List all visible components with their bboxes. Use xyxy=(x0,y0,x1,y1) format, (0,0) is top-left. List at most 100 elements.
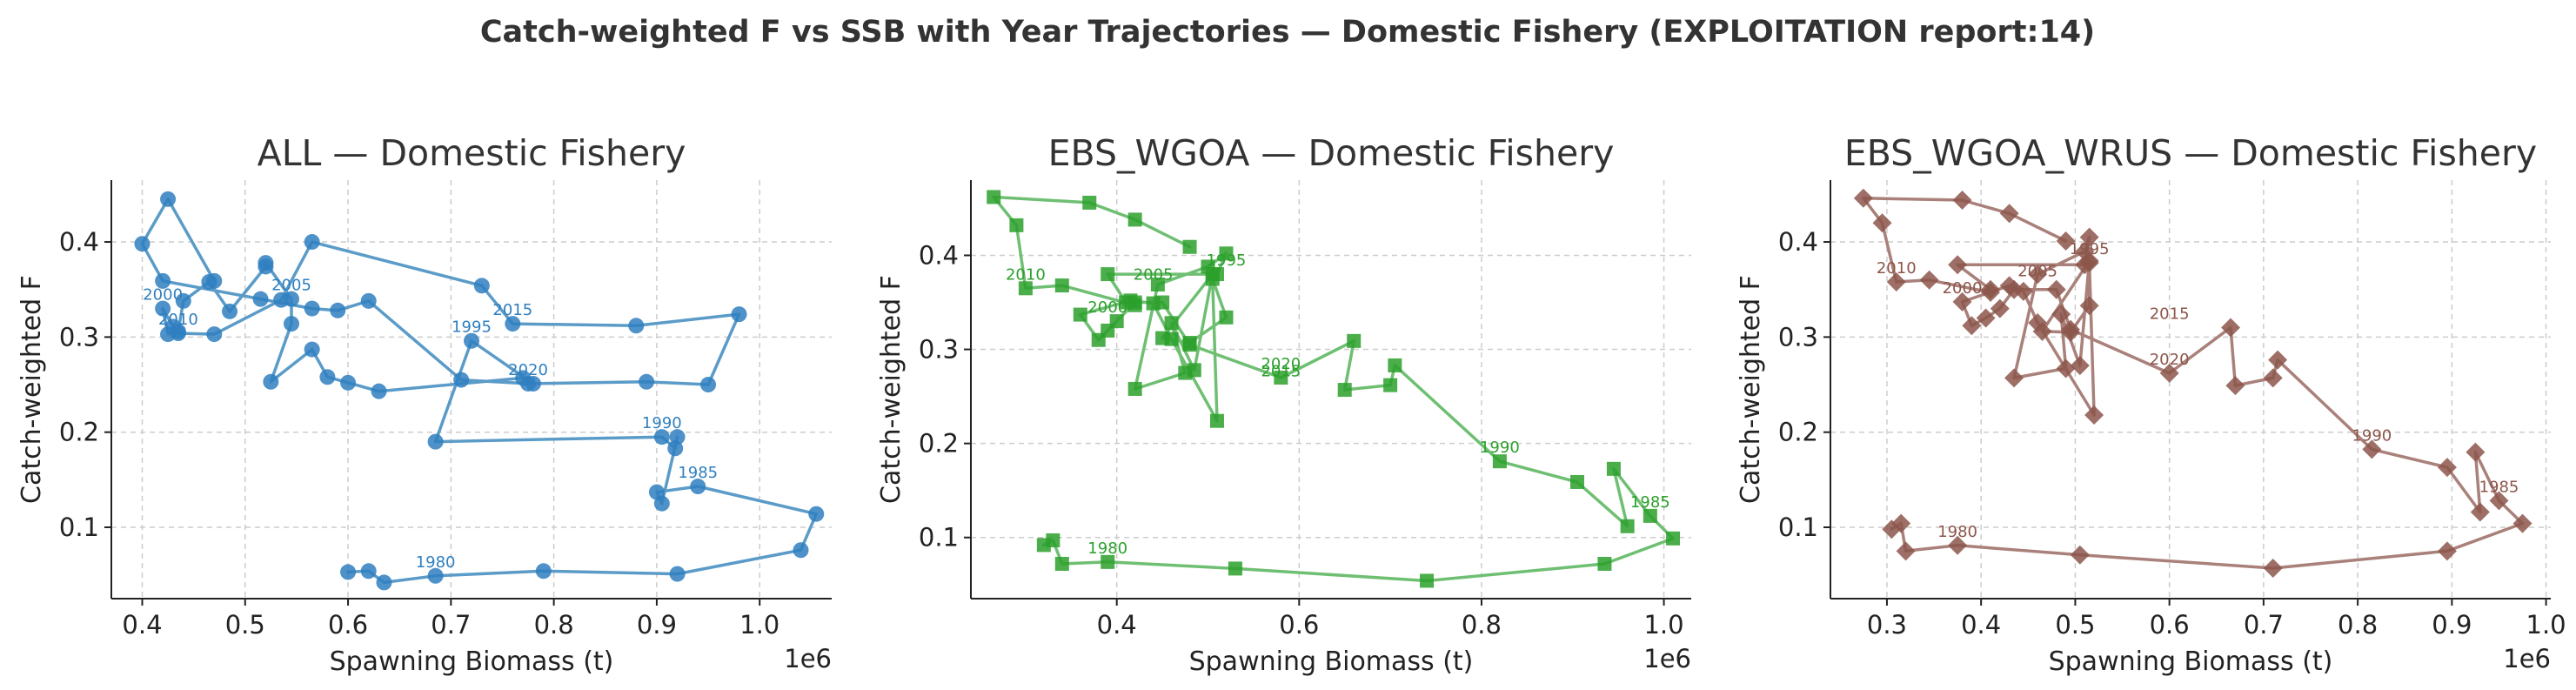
year-annotation: 1980 xyxy=(1937,523,1977,541)
y-tick-label: 0.2 xyxy=(919,429,959,459)
y-axis-label: Catch-weighted F xyxy=(1736,275,1766,504)
data-point xyxy=(304,341,320,358)
y-tick-label: 0.1 xyxy=(1778,512,1818,542)
data-point xyxy=(319,369,336,385)
year-annotation: 2000 xyxy=(1087,298,1127,317)
data-point xyxy=(1146,296,1161,311)
data-point xyxy=(808,506,825,522)
year-annotation: 2015 xyxy=(1261,363,1301,381)
data-point xyxy=(1018,281,1033,296)
data-point xyxy=(134,236,151,252)
x-tick-label: 1.0 xyxy=(2526,610,2566,640)
year-annotation: 2010 xyxy=(1006,265,1046,284)
data-point xyxy=(2004,368,2024,388)
x-axis-label: Spawning Biomass (t) xyxy=(1189,646,1474,677)
data-point xyxy=(1886,271,1906,291)
year-annotation: 2005 xyxy=(1134,265,1174,284)
data-point xyxy=(263,373,279,390)
data-point xyxy=(2028,265,2048,285)
data-point xyxy=(1420,573,1435,588)
data-point xyxy=(653,429,670,445)
data-point xyxy=(453,372,470,388)
data-point xyxy=(1046,533,1061,547)
y-tick-label: 0.2 xyxy=(1778,418,1818,447)
data-point xyxy=(1919,270,1939,290)
data-point xyxy=(340,564,357,580)
data-point xyxy=(175,292,191,309)
data-point xyxy=(1164,316,1179,331)
y-tick-label: 0.1 xyxy=(919,523,959,553)
data-point xyxy=(1643,508,1657,523)
x-tick-label: 0.9 xyxy=(637,610,677,640)
data-point xyxy=(273,291,290,308)
year-annotation: 2000 xyxy=(143,286,183,305)
figure-suptitle: Catch-weighted F vs SSB with Year Trajec… xyxy=(480,15,2095,50)
trajectory-line xyxy=(992,195,1675,583)
panel-title: ALL — Domestic Fishery xyxy=(258,132,686,174)
data-point xyxy=(206,326,223,343)
y-tick-label: 0.2 xyxy=(59,418,99,447)
data-point xyxy=(1952,190,1972,210)
data-point xyxy=(1896,541,1916,561)
data-point xyxy=(1155,331,1170,345)
data-point xyxy=(1666,531,1681,546)
data-point xyxy=(653,495,670,512)
year-annotation: 2005 xyxy=(2017,262,2057,280)
data-point xyxy=(1569,474,1584,489)
year-annotation: 1980 xyxy=(416,553,456,572)
year-annotation: 2015 xyxy=(492,301,532,319)
data-point xyxy=(1150,277,1165,291)
x-tick-label: 0.6 xyxy=(328,610,368,640)
y-tick-label: 0.3 xyxy=(919,335,959,365)
data-point xyxy=(1127,212,1142,227)
data-point xyxy=(1228,561,1242,576)
x-tick-label: 1.0 xyxy=(1643,610,1683,640)
x-tick-label: 0.8 xyxy=(2338,610,2378,640)
year-annotation: 1985 xyxy=(678,464,718,482)
data-point xyxy=(1976,308,1996,328)
data-point xyxy=(360,292,377,309)
x-axis-label: Spawning Biomass (t) xyxy=(330,646,614,677)
data-point xyxy=(1219,246,1234,261)
data-point xyxy=(520,375,537,392)
data-point xyxy=(1948,535,1968,555)
data-point xyxy=(2437,458,2457,478)
data-point xyxy=(1620,519,1635,533)
data-point xyxy=(1383,378,1398,392)
data-point xyxy=(304,300,320,317)
data-point xyxy=(1209,267,1224,282)
data-point xyxy=(628,318,645,334)
data-point xyxy=(1209,413,1224,428)
data-point xyxy=(731,306,747,323)
data-point xyxy=(2159,363,2179,383)
year-annotation: 1995 xyxy=(452,318,492,337)
data-point xyxy=(793,542,809,559)
data-point xyxy=(1337,383,1352,398)
x-offset-label: 1e6 xyxy=(2503,644,2551,673)
trajectory-line xyxy=(140,198,819,585)
data-point xyxy=(1597,557,1612,572)
data-point xyxy=(2075,255,2095,275)
y-tick-label: 0.1 xyxy=(59,512,99,542)
x-tick-label: 1.0 xyxy=(739,610,779,640)
data-point xyxy=(427,567,444,584)
data-point xyxy=(340,374,357,391)
x-tick-label: 0.9 xyxy=(2432,610,2472,640)
data-point xyxy=(1872,213,1892,233)
data-point xyxy=(1101,267,1115,282)
panel-2: 0.4 0.6 0.8 1.0 0.1 0.2 0.3 0.4 EBS_WGOA — Domes… xyxy=(876,132,1691,677)
data-point xyxy=(1952,291,1972,312)
panel-1: 0.4 0.5 0.6 0.7 0.8 0.9 1.0 0.1 0.2 0.3 0.4 ALL — D… xyxy=(17,132,832,677)
data-point xyxy=(1990,298,2010,318)
panel-3: 0.3 0.4 0.5 0.6 0.7 0.8 0.9 1.0 0.1 0.2 0.3 0.4 EBS_… xyxy=(1736,132,2566,677)
data-point xyxy=(1492,454,1507,469)
data-point xyxy=(2032,321,2052,341)
data-point xyxy=(1606,461,1621,476)
x-tick-label: 0.7 xyxy=(431,610,471,640)
data-point xyxy=(304,234,320,251)
panel-title: EBS_WGOA_WRUS — Domestic Fishery xyxy=(1844,132,2537,174)
data-point xyxy=(1962,316,1982,336)
data-point xyxy=(690,479,706,495)
data-point xyxy=(1127,298,1142,312)
